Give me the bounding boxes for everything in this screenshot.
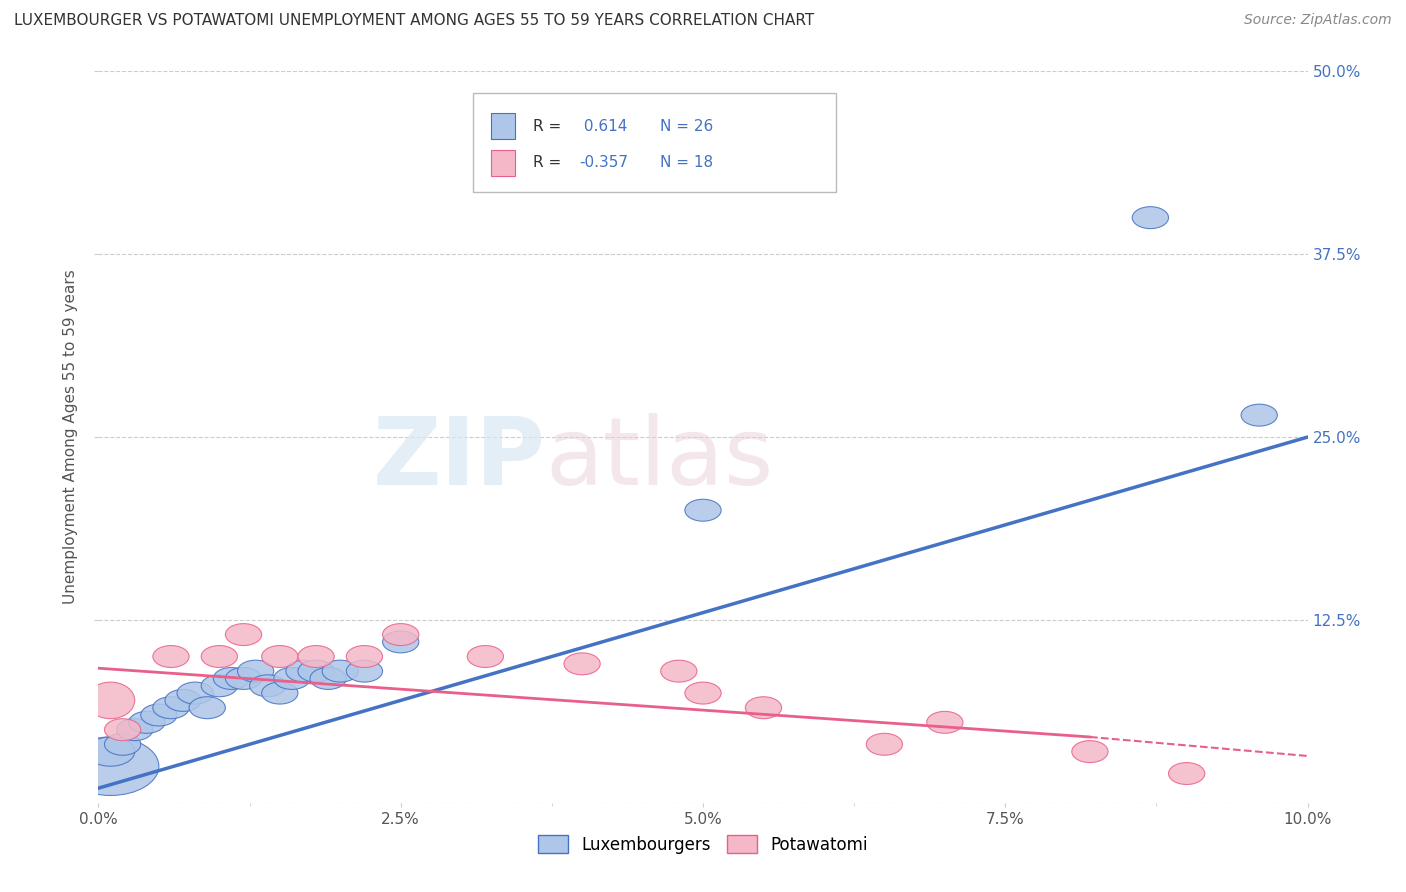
Ellipse shape	[262, 646, 298, 667]
Ellipse shape	[86, 737, 135, 766]
Ellipse shape	[188, 697, 225, 719]
Ellipse shape	[564, 653, 600, 675]
Y-axis label: Unemployment Among Ages 55 to 59 years: Unemployment Among Ages 55 to 59 years	[63, 269, 79, 605]
Ellipse shape	[153, 646, 190, 667]
Text: N = 18: N = 18	[659, 155, 713, 170]
Ellipse shape	[104, 719, 141, 740]
Ellipse shape	[153, 697, 190, 719]
Ellipse shape	[1071, 740, 1108, 763]
Ellipse shape	[346, 660, 382, 682]
FancyBboxPatch shape	[492, 150, 515, 176]
Ellipse shape	[298, 646, 335, 667]
Ellipse shape	[62, 737, 159, 796]
Text: ZIP: ZIP	[373, 413, 546, 505]
Ellipse shape	[117, 719, 153, 740]
Ellipse shape	[309, 667, 346, 690]
Ellipse shape	[165, 690, 201, 712]
Ellipse shape	[225, 624, 262, 646]
Ellipse shape	[104, 733, 141, 756]
Text: R =: R =	[533, 119, 567, 134]
Ellipse shape	[467, 646, 503, 667]
Ellipse shape	[201, 646, 238, 667]
Ellipse shape	[262, 682, 298, 704]
Ellipse shape	[685, 682, 721, 704]
Ellipse shape	[238, 660, 274, 682]
Ellipse shape	[298, 660, 335, 682]
Ellipse shape	[382, 631, 419, 653]
Ellipse shape	[866, 733, 903, 756]
Ellipse shape	[745, 697, 782, 719]
Ellipse shape	[86, 682, 135, 719]
Ellipse shape	[927, 712, 963, 733]
Ellipse shape	[382, 624, 419, 646]
Text: atlas: atlas	[546, 413, 775, 505]
Ellipse shape	[201, 675, 238, 697]
Ellipse shape	[661, 660, 697, 682]
FancyBboxPatch shape	[492, 113, 515, 139]
Text: 0.614: 0.614	[579, 119, 627, 134]
Ellipse shape	[177, 682, 214, 704]
Text: N = 26: N = 26	[659, 119, 713, 134]
Ellipse shape	[685, 500, 721, 521]
Ellipse shape	[285, 660, 322, 682]
Text: Source: ZipAtlas.com: Source: ZipAtlas.com	[1244, 13, 1392, 28]
Ellipse shape	[1168, 763, 1205, 785]
Ellipse shape	[225, 667, 262, 690]
Ellipse shape	[129, 712, 165, 733]
FancyBboxPatch shape	[474, 94, 837, 192]
Text: -0.357: -0.357	[579, 155, 627, 170]
Legend: Luxembourgers, Potawatomi: Luxembourgers, Potawatomi	[531, 829, 875, 860]
Ellipse shape	[274, 667, 311, 690]
Text: LUXEMBOURGER VS POTAWATOMI UNEMPLOYMENT AMONG AGES 55 TO 59 YEARS CORRELATION CH: LUXEMBOURGER VS POTAWATOMI UNEMPLOYMENT …	[14, 13, 814, 29]
Ellipse shape	[141, 704, 177, 726]
Ellipse shape	[346, 646, 382, 667]
Ellipse shape	[1132, 207, 1168, 228]
Text: R =: R =	[533, 155, 561, 170]
Ellipse shape	[214, 667, 250, 690]
Ellipse shape	[322, 660, 359, 682]
Ellipse shape	[1241, 404, 1278, 426]
Ellipse shape	[250, 675, 285, 697]
